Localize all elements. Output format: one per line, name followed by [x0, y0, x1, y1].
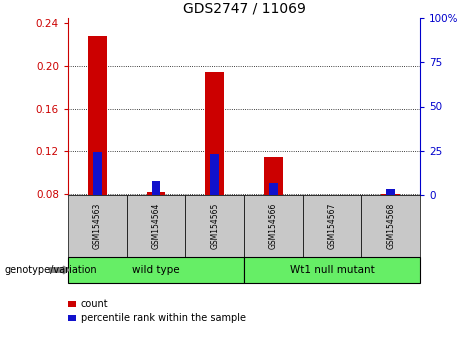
Text: GSM154567: GSM154567 [327, 203, 337, 249]
Text: genotype/variation: genotype/variation [5, 265, 97, 275]
Title: GDS2747 / 11069: GDS2747 / 11069 [183, 1, 306, 16]
Text: GSM154565: GSM154565 [210, 203, 219, 249]
Bar [386, 189, 395, 195]
Bar [93, 152, 102, 195]
Bar [147, 192, 165, 195]
Text: GSM154564: GSM154564 [152, 203, 160, 249]
Bar [152, 181, 160, 195]
Text: percentile rank within the sample: percentile rank within the sample [81, 313, 246, 323]
Bar [88, 36, 106, 195]
Text: GSM154566: GSM154566 [269, 203, 278, 249]
Bar [210, 154, 219, 195]
Bar [264, 156, 283, 195]
Text: count: count [81, 299, 108, 309]
Text: Wt1 null mutant: Wt1 null mutant [290, 265, 374, 275]
Text: GSM154568: GSM154568 [386, 203, 395, 249]
Text: wild type: wild type [132, 265, 180, 275]
Text: GSM154563: GSM154563 [93, 203, 102, 249]
Bar [269, 183, 278, 195]
Bar [205, 72, 224, 195]
Bar [381, 194, 400, 195]
